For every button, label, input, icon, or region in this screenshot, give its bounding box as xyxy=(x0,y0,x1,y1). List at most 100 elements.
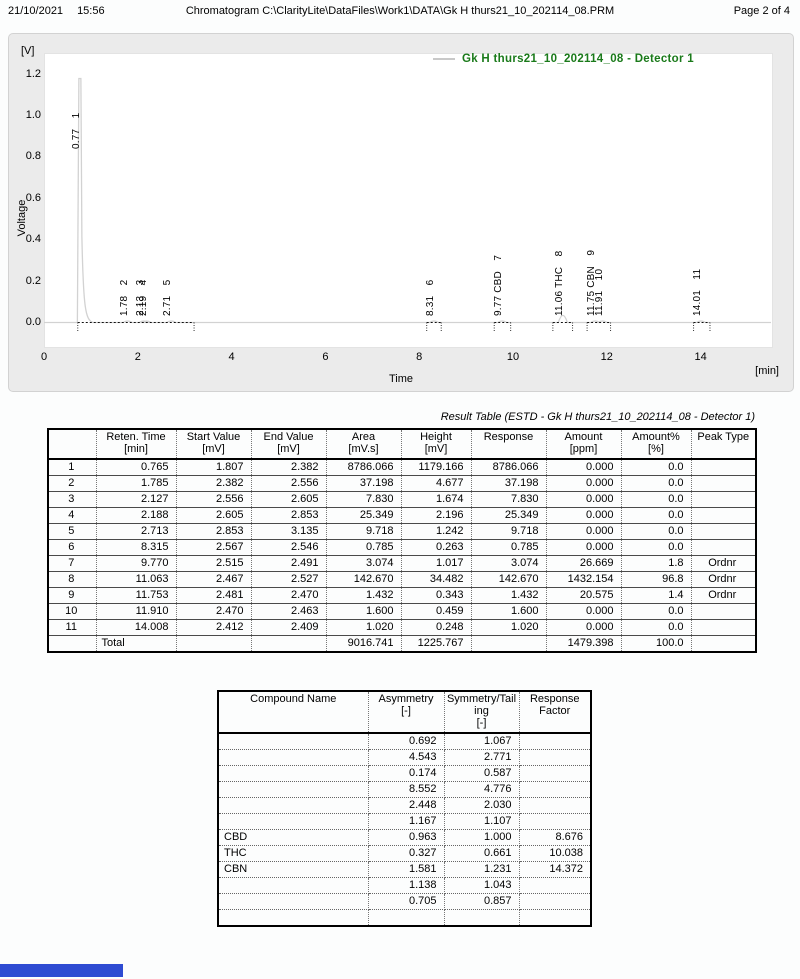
cell: 6 xyxy=(48,539,97,556)
cell: 1.242 xyxy=(401,523,472,540)
cell: 1.138 xyxy=(368,877,445,894)
cell: 9016.741 xyxy=(326,635,402,652)
y-tick-label: 0.6 xyxy=(25,191,41,204)
cell: 0.000 xyxy=(546,523,622,540)
cell: 0.000 xyxy=(546,619,622,636)
cell: 0.705 xyxy=(368,893,445,910)
cell: 2.463 xyxy=(251,603,327,620)
cell: 2.491 xyxy=(251,555,327,572)
compound-row: THC 0.327 0.661 10.038 xyxy=(218,845,591,862)
legend-line-swatch xyxy=(433,58,455,60)
cell: 1.432 xyxy=(471,587,547,604)
document-path: Chromatogram C:\ClarityLite\DataFiles\Wo… xyxy=(185,5,615,17)
cell: 1.600 xyxy=(326,603,402,620)
cell: 9.718 xyxy=(326,523,402,540)
cell: 10.038 xyxy=(519,845,591,862)
cell xyxy=(368,909,445,926)
cell: 7 xyxy=(48,555,97,572)
cell xyxy=(691,507,756,524)
cell: 34.482 xyxy=(401,571,472,588)
cell: THC xyxy=(218,845,369,862)
cell xyxy=(176,635,252,652)
cell: 0.000 xyxy=(546,475,622,492)
cell: 37.198 xyxy=(471,475,547,492)
column-header: Asymmetry [-] xyxy=(368,691,445,733)
cell xyxy=(218,749,369,766)
cell: CBD xyxy=(218,829,369,846)
cell: 0.0 xyxy=(621,459,692,476)
cell xyxy=(691,603,756,620)
x-tick-label: 8 xyxy=(416,351,423,363)
cell: 96.8 xyxy=(621,571,692,588)
cell: 0.0 xyxy=(621,539,692,556)
cell: 1.807 xyxy=(176,459,252,476)
x-axis-label: Time xyxy=(388,373,414,385)
cell: 1.020 xyxy=(326,619,402,636)
cell xyxy=(691,523,756,540)
x-tick-label: 10 xyxy=(506,351,520,363)
cell xyxy=(218,781,369,798)
cell xyxy=(691,619,756,636)
cell: 3.135 xyxy=(251,523,327,540)
y-tick-label: 0.8 xyxy=(25,150,41,163)
cell xyxy=(218,813,369,830)
cell: 0.343 xyxy=(401,587,472,604)
cell: 2.567 xyxy=(176,539,252,556)
print-date: 21/10/2021 xyxy=(8,5,64,17)
cell: 8 xyxy=(48,571,97,588)
cell: 2.527 xyxy=(251,571,327,588)
cell: 2.556 xyxy=(251,475,327,492)
cell: 1.432 xyxy=(326,587,402,604)
cell: 2.481 xyxy=(176,587,252,604)
cell: 1.600 xyxy=(471,603,547,620)
cell: 8.315 xyxy=(96,539,177,556)
total-row: Total 9016.741 1225.767 1479.398 100.0 xyxy=(48,635,756,653)
cell: 0.692 xyxy=(368,733,445,750)
compound-table-body: 0.692 1.067 4.543 2.771 0.174 0.587 8.552 4.776… xyxy=(218,733,591,926)
cell: 20.575 xyxy=(546,587,622,604)
cell: 0.0 xyxy=(621,603,692,620)
cell: 2.196 xyxy=(401,507,472,524)
cell: CBN xyxy=(218,861,369,878)
cell: 4 xyxy=(48,507,97,524)
cell xyxy=(519,813,591,830)
cell: 1432.154 xyxy=(546,571,622,588)
cell: 4.776 xyxy=(444,781,520,798)
x-tick-label: 4 xyxy=(228,351,235,363)
result-row: 1 0.765 1.807 2.382 8786.066 1179.166 8786.066… xyxy=(48,459,756,476)
result-row: 8 11.063 2.467 2.527 142.670 34.482 142.670 143… xyxy=(48,571,756,588)
peak-label: 9.77 CBD 7 xyxy=(493,254,505,316)
result-table-body: 1 0.765 1.807 2.382 8786.066 1179.166 8786.066… xyxy=(48,459,756,652)
y-axis-unit: [V] xyxy=(21,45,35,57)
column-header xyxy=(48,429,97,459)
column-header: Reten. Time [min] xyxy=(96,429,177,459)
cell: 1.067 xyxy=(444,733,520,750)
cell: 2.409 xyxy=(251,619,327,636)
x-tick-label: 12 xyxy=(600,351,613,363)
peak-label: 14.01 11 xyxy=(691,268,703,316)
cell xyxy=(218,893,369,910)
column-header: End Value [mV] xyxy=(251,429,327,459)
cell: 3.074 xyxy=(326,555,402,572)
column-header: Response Factor xyxy=(529,693,580,717)
compound-row: CBD 0.963 1.000 8.676 xyxy=(218,829,591,846)
chart-legend: Gk H thurs21_10_202114_08 - Detector 1 xyxy=(433,53,694,65)
cell: 0.263 xyxy=(401,539,472,556)
cell: 0.785 xyxy=(326,539,402,556)
cell xyxy=(691,636,756,653)
result-row: 11 14.008 2.412 2.409 1.020 0.248 1.020 0.000 0.… xyxy=(48,619,756,636)
cell: 7.830 xyxy=(471,491,547,508)
cell: 2 xyxy=(48,475,97,492)
cell: 0.765 xyxy=(96,459,177,476)
cell: Ordnr xyxy=(691,571,756,588)
cell: 26.669 xyxy=(546,555,622,572)
cell: 14.008 xyxy=(96,619,177,636)
cell xyxy=(218,765,369,782)
cell xyxy=(218,733,369,750)
compound-row: 0.174 0.587 xyxy=(218,765,591,782)
cell: 2.382 xyxy=(176,475,252,492)
cell: 0.0 xyxy=(621,475,692,492)
cell: 0.0 xyxy=(621,491,692,508)
cell: 0.0 xyxy=(621,507,692,524)
